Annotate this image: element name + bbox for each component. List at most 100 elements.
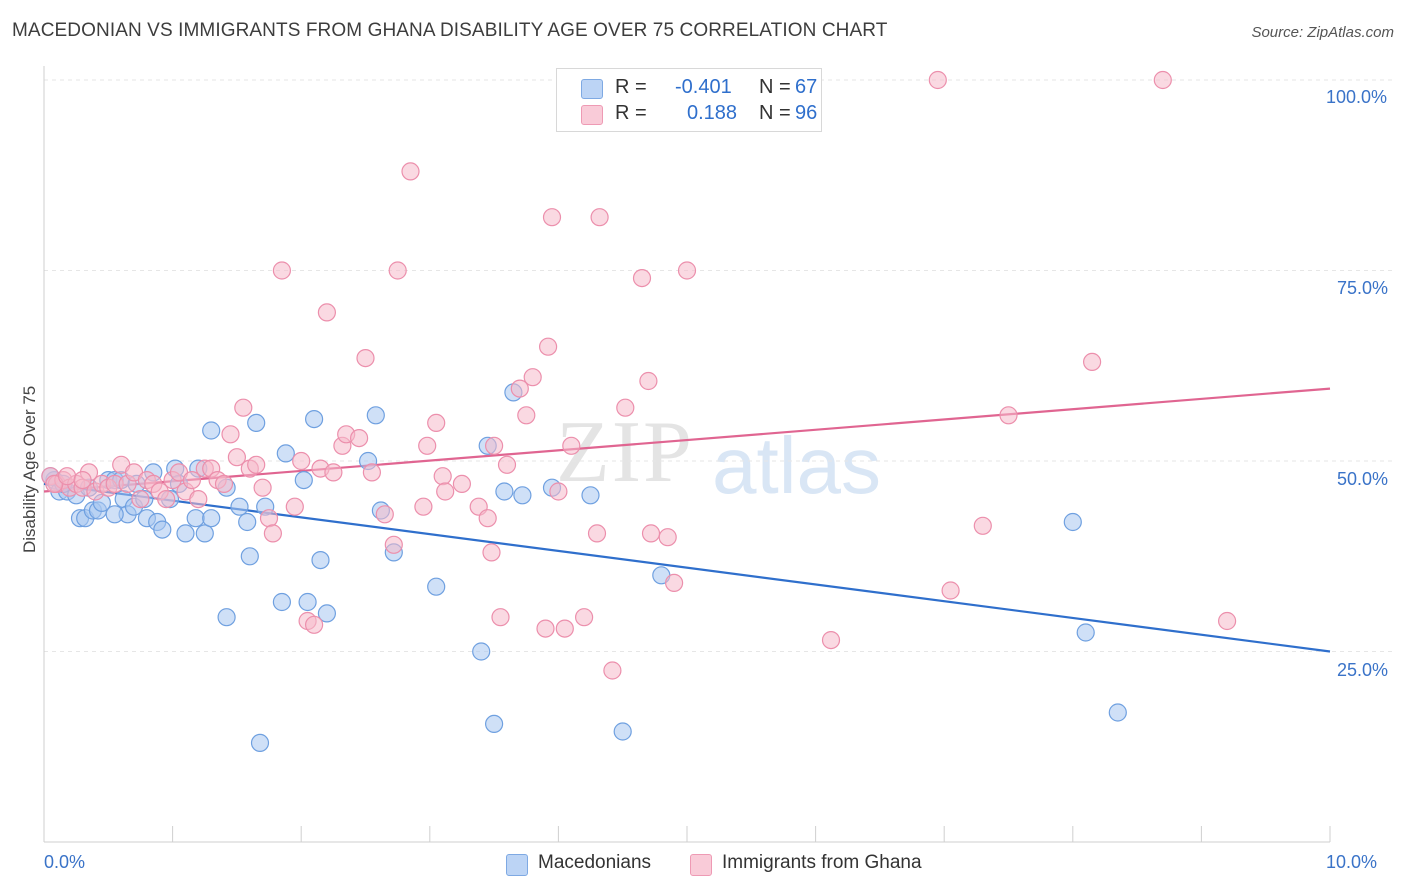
x-tick-min: 0.0% [44, 852, 86, 872]
ghana-point [324, 463, 343, 482]
macedonian-point [247, 413, 266, 432]
y-axis-label: Disability Age Over 75 [20, 385, 39, 553]
ghana-point [497, 455, 517, 474]
ghana-point [523, 368, 542, 387]
ghana-point [549, 482, 568, 501]
macedonian-point [186, 509, 205, 528]
legend-r-label: R = [615, 102, 647, 124]
macedonian-point [472, 642, 491, 661]
legend-n-value: 96 [795, 102, 818, 124]
ghana-point [999, 406, 1018, 425]
legend-swatch-blue [506, 854, 528, 876]
ghana-point [234, 398, 253, 417]
ghana-point [253, 478, 272, 497]
macedonian-point [366, 406, 385, 425]
ghana-point [131, 490, 150, 509]
macedonian-point [202, 509, 221, 528]
macedonian-point [427, 577, 446, 596]
ghana-point [632, 269, 652, 288]
legend-r-label: R = [615, 76, 647, 98]
macedonian-point [202, 421, 221, 440]
ghana-point [587, 524, 607, 543]
legend-swatch-pink [690, 854, 712, 876]
macedonian-point [153, 520, 172, 539]
y-tick-50: 50.0% [1337, 469, 1389, 489]
ghana-point [491, 608, 510, 627]
ghana-point [436, 482, 455, 501]
ghana-point [189, 490, 208, 509]
ghana-point [157, 490, 176, 509]
ghana-point [542, 208, 562, 227]
ghana-point [603, 661, 622, 680]
ghana-point [555, 619, 574, 638]
ghana-point [427, 413, 446, 432]
ghana-point [182, 471, 201, 490]
ghana-point [292, 451, 311, 471]
ghana-point [388, 261, 407, 280]
macedonian-point [1076, 623, 1095, 642]
ghana-point [478, 509, 497, 528]
legend-swatch-blue [581, 79, 603, 99]
ghana-point [350, 429, 369, 448]
ghana-point [259, 509, 279, 528]
macedonian-point [495, 482, 514, 501]
macedonian-point [1108, 703, 1127, 722]
ghana-point [285, 497, 304, 516]
chart-title: MACEDONIAN VS IMMIGRANTS FROM GHANA DISA… [12, 20, 888, 41]
ghana-point [562, 436, 581, 455]
ghana-point [227, 448, 246, 467]
ghana-point [1153, 70, 1172, 90]
legend-n-value: 67 [795, 76, 818, 98]
ghana-point [482, 543, 501, 562]
ghana-point [356, 349, 375, 368]
ghana-point [821, 630, 841, 650]
x-tick-max: 10.0% [1326, 852, 1378, 872]
ghana-point [973, 516, 992, 535]
legend-n-label: N = [759, 76, 791, 98]
legend-label: Immigrants from Ghana [722, 852, 922, 873]
ghana-point [57, 467, 77, 486]
macedonian-point [195, 524, 214, 543]
macedonian-point [317, 604, 336, 623]
axes [43, 66, 1331, 843]
ghana-point [485, 436, 504, 455]
ghana-point [510, 379, 529, 398]
ghana-point [247, 455, 266, 474]
ghana-point [263, 524, 282, 543]
macedonian-point [276, 444, 295, 463]
ghana-point [401, 162, 420, 181]
ghana-point [433, 467, 452, 486]
macedonian-point [272, 592, 291, 612]
macedonian-point [613, 722, 632, 741]
ghana-point [418, 436, 437, 455]
ghana-point [317, 303, 336, 322]
source-label: Source: ZipAtlas.com [1251, 24, 1394, 41]
macedonian-point [217, 608, 236, 627]
ghana-point [574, 608, 594, 627]
ghana-point [384, 535, 403, 554]
series-legend: Macedonians Immigrants from Ghana [0, 852, 1406, 878]
macedonian-point [311, 550, 330, 570]
correlation-legend: R = -0.401 N = 67 R = 0.188 N = 96 [556, 68, 822, 132]
ghana-point [272, 261, 291, 280]
macedonian-point [238, 512, 257, 532]
ghana-point [221, 425, 240, 444]
ghana-point [664, 573, 684, 593]
ghana-point [375, 505, 394, 524]
ghana-point [1217, 611, 1237, 631]
ghana-point [941, 581, 960, 600]
legend-label: Macedonians [538, 852, 652, 873]
y-tick-25: 25.0% [1337, 660, 1389, 680]
ghana-point [517, 406, 536, 425]
y-tick-75: 75.0% [1337, 278, 1389, 298]
macedonian-point [294, 471, 313, 490]
legend-r-value: -0.401 [675, 76, 732, 98]
legend-n-label: N = [759, 102, 791, 124]
macedonian-point [176, 524, 195, 543]
ghana-point [677, 261, 697, 280]
ghana-point [639, 371, 658, 391]
ghana-point [362, 463, 381, 482]
legend-swatch-pink [581, 105, 603, 125]
ghana-point [641, 524, 661, 543]
